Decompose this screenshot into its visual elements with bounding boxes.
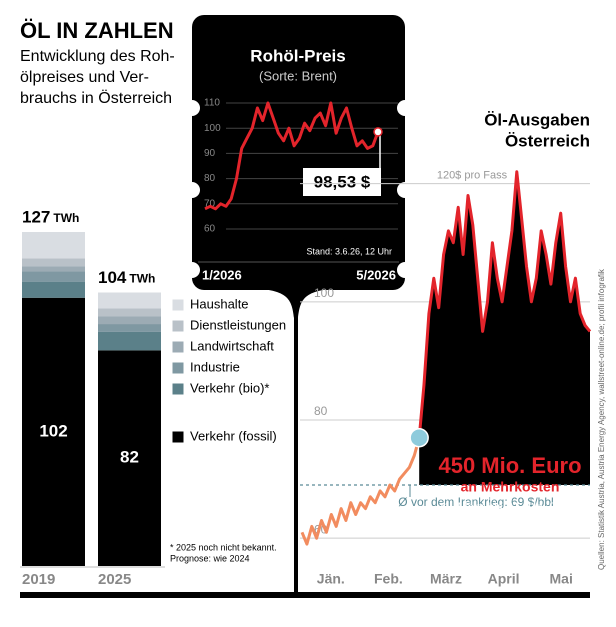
y-tick-label: 110 (204, 98, 220, 109)
baseline-label: Ø vor dem Irankrieg: 69 $/bbl (398, 495, 553, 509)
cost-area (419, 171, 590, 486)
notches (184, 100, 413, 278)
legend-label: Industrie (190, 359, 240, 374)
y-tick-label: 60 (204, 224, 216, 235)
annotation-text: an Mehrkosten (461, 479, 560, 495)
inset-stem (262, 289, 330, 318)
y-tick-label: 70 (204, 198, 216, 209)
price-line (417, 170, 592, 438)
value-label: 82 (120, 448, 139, 467)
divider (294, 318, 298, 598)
last-value-label: 98,53 $ (314, 172, 371, 191)
title: ÖL IN ZAHLEN (20, 18, 174, 43)
bar-segment (98, 350, 161, 566)
x-tick-label: Jän. (317, 571, 345, 587)
bar-segment (22, 258, 85, 267)
bar-segment (98, 324, 161, 332)
value-box (303, 168, 381, 196)
total-label: 104 (98, 268, 127, 287)
total-unit: TWh (53, 211, 79, 225)
total-label: 127 (22, 207, 50, 226)
annotation-amount: 450 Mio. Euro (438, 453, 581, 478)
x-tick-label: 1/2026 (202, 267, 242, 282)
legend-swatch (171, 319, 185, 333)
legend-label: Dienstleistungen (190, 317, 286, 332)
legend-label: Verkehr (bio)* (190, 380, 269, 395)
total-unit: TWh (129, 272, 155, 286)
y-tick-label: 120$ pro Fass (437, 170, 508, 182)
subtitle: Entwicklung des Roh- (20, 48, 175, 65)
subtitle: brauchs in Österreich (20, 89, 172, 107)
y-tick-label: 80 (314, 404, 328, 418)
last-point (373, 127, 383, 137)
note: Prognose: wie 2024 (170, 553, 250, 563)
legend-swatch (171, 430, 185, 444)
transition-marker (409, 427, 429, 448)
stand-note: Stand: 3.6.26, 12 Uhr (306, 246, 392, 256)
legend-swatch (171, 361, 185, 375)
legend-swatch (171, 340, 185, 354)
bar-segment (22, 232, 85, 259)
annotation-period: (1. März bis 31. Mai 2026) (440, 500, 579, 514)
note: * 2025 noch nicht bekannt. (170, 542, 277, 552)
y-tick-label: 100 (204, 123, 221, 134)
x-tick-label: März (430, 571, 462, 587)
x-tick-label: 2025 (98, 571, 131, 588)
inset-title: Rohöl-Preis (250, 46, 345, 65)
legend-label: Verkehr (fossil) (190, 428, 277, 443)
bar-segment (22, 271, 85, 282)
y-tick-label: 90 (204, 148, 216, 159)
inset-panel (192, 15, 405, 290)
bar-segment (22, 281, 85, 298)
x-tick-label: 2019 (22, 571, 55, 588)
price-line (300, 437, 421, 546)
x-tick-label: 5/2026 (356, 267, 396, 282)
legend-label: Landwirtschaft (190, 338, 274, 353)
source: Quellen: Statistik Austria, Austria Ener… (597, 268, 606, 570)
area-title: Österreich (505, 131, 590, 150)
bar-segment (98, 331, 161, 351)
y-tick-label: 80 (204, 173, 216, 184)
subtitle: ölpreises und Ver- (20, 69, 149, 86)
legend-swatch (171, 298, 185, 312)
x-tick-label: Feb. (374, 571, 403, 587)
bar-segment (98, 292, 161, 309)
bar-segment (22, 297, 85, 566)
value-label: 102 (39, 421, 67, 440)
bar-segment (98, 316, 161, 325)
bottom-bar (20, 592, 590, 598)
y-tick-label: 100 (314, 286, 334, 300)
legend-label: Haushalte (190, 296, 249, 311)
area-title: Öl-Ausgaben (484, 110, 590, 129)
inset-subtitle: (Sorte: Brent) (259, 68, 337, 83)
price-line (204, 101, 380, 211)
bar-segment (22, 266, 85, 272)
legend-swatch (171, 382, 185, 396)
x-tick-label: Mai (550, 571, 573, 587)
bar-segment (98, 308, 161, 317)
x-tick-label: April (488, 571, 520, 587)
